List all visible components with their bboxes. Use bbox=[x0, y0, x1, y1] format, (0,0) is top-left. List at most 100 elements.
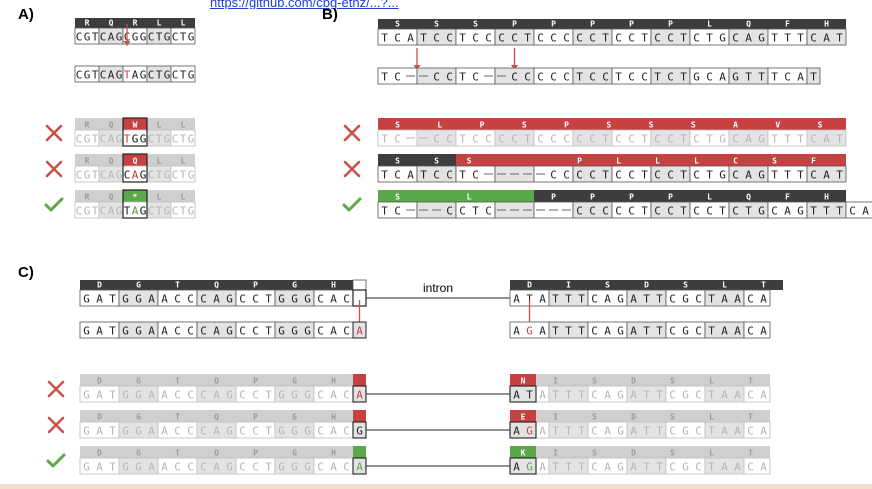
base-letter: C bbox=[591, 389, 598, 402]
base-letter: C bbox=[394, 205, 401, 218]
base-letter: T bbox=[719, 205, 726, 218]
amino-acid-label: E bbox=[521, 413, 526, 422]
base-letter: A bbox=[539, 293, 546, 306]
base-letter: T bbox=[265, 425, 272, 438]
panel-label-a: A) bbox=[18, 6, 34, 23]
amino-acid-cell bbox=[378, 19, 417, 29]
amino-acid-label: P bbox=[512, 20, 517, 29]
bottom-strip bbox=[0, 484, 872, 489]
base-letter: C bbox=[394, 32, 401, 45]
amino-acid-label: T bbox=[175, 413, 180, 422]
base-letter: G bbox=[356, 425, 363, 438]
intron-label: intron bbox=[423, 281, 453, 295]
base-letter: A bbox=[539, 425, 546, 438]
amino-acid-cell bbox=[119, 374, 158, 386]
base-letter: A bbox=[108, 205, 115, 218]
amino-acid-cell bbox=[75, 190, 99, 202]
amino-acid-label: S bbox=[670, 413, 675, 422]
base-letter: C bbox=[239, 389, 246, 402]
amino-acid-label: S bbox=[395, 20, 400, 29]
base-letter: C bbox=[511, 32, 518, 45]
base-letter: A bbox=[630, 389, 637, 402]
base-letter: C bbox=[446, 169, 453, 182]
base-letter: C bbox=[576, 133, 583, 146]
amino-acid-label: S bbox=[395, 157, 400, 166]
amino-acid-label: P bbox=[590, 20, 595, 29]
amino-acid-cell bbox=[666, 280, 705, 290]
base-letter: C bbox=[394, 169, 401, 182]
base-letter: G bbox=[617, 293, 624, 306]
base-letter: T bbox=[797, 32, 804, 45]
base-letter: G bbox=[122, 325, 129, 338]
base-letter: T bbox=[680, 205, 687, 218]
base-letter: A bbox=[630, 293, 637, 306]
amino-acid-cell bbox=[314, 280, 353, 290]
base-letter: A bbox=[823, 169, 830, 182]
base-letter: T bbox=[552, 325, 559, 338]
base-letter: C bbox=[732, 32, 739, 45]
amino-acid-label: P bbox=[551, 193, 556, 202]
base-letter: C bbox=[148, 69, 155, 82]
base-letter: C bbox=[100, 69, 107, 82]
amino-acid-label: F bbox=[785, 20, 790, 29]
base-letter: G bbox=[116, 205, 123, 218]
base-letter: T bbox=[92, 69, 99, 82]
base-letter: T bbox=[92, 133, 99, 146]
amino-acid-cell bbox=[236, 410, 275, 422]
base-letter: C bbox=[615, 133, 622, 146]
base-letter: A bbox=[161, 389, 168, 402]
amino-acid-label: I bbox=[553, 377, 558, 386]
amino-acid-label: Q bbox=[133, 157, 138, 166]
amino-acid-label: L bbox=[722, 281, 727, 290]
base-letter: G bbox=[682, 461, 689, 474]
base-letter: C bbox=[472, 32, 479, 45]
base-letter: C bbox=[172, 169, 179, 182]
base-letter: A bbox=[161, 425, 168, 438]
amino-acid-cell bbox=[353, 410, 366, 422]
base-letter: A bbox=[148, 461, 155, 474]
base-letter: G bbox=[226, 293, 233, 306]
amino-acid-cell bbox=[275, 280, 314, 290]
base-letter: T bbox=[578, 389, 585, 402]
base-letter: A bbox=[630, 325, 637, 338]
amino-acid-cell bbox=[417, 19, 456, 29]
amino-acid-label: P bbox=[590, 193, 595, 202]
amino-acid-cell bbox=[705, 280, 744, 290]
base-letter: C bbox=[172, 31, 179, 44]
base-letter: G bbox=[526, 325, 533, 338]
figure-link[interactable]: https://github.com/cbg-ethz/...?... bbox=[210, 0, 399, 9]
base-letter: G bbox=[116, 69, 123, 82]
base-letter: G bbox=[693, 71, 700, 84]
base-letter: G bbox=[758, 32, 765, 45]
base-letter: C bbox=[550, 32, 557, 45]
base-letter: T bbox=[578, 325, 585, 338]
amino-acid-label: D bbox=[527, 281, 532, 290]
amino-acid-label: S bbox=[605, 281, 610, 290]
amino-acid-label: L bbox=[709, 377, 714, 386]
amino-acid-cell bbox=[147, 190, 171, 202]
base-letter: G bbox=[140, 205, 147, 218]
base-letter: G bbox=[304, 389, 311, 402]
base-letter: G bbox=[132, 133, 139, 146]
base-letter: C bbox=[695, 293, 702, 306]
amino-acid-label: S bbox=[592, 449, 597, 458]
base-letter: C bbox=[615, 205, 622, 218]
amino-acid-label: L bbox=[181, 193, 186, 202]
amino-acid-label: L bbox=[437, 121, 442, 130]
base-letter: C bbox=[628, 169, 635, 182]
base-letter: T bbox=[797, 133, 804, 146]
amino-acid-cell bbox=[75, 118, 99, 130]
cross-icon bbox=[47, 416, 65, 434]
amino-acid-cell bbox=[352, 279, 367, 291]
base-letter: G bbox=[188, 205, 195, 218]
base-letter: G bbox=[132, 133, 139, 146]
base-letter: A bbox=[604, 293, 611, 306]
base-letter: A bbox=[356, 389, 363, 402]
amino-acid-label: P bbox=[668, 193, 673, 202]
base-letter: A bbox=[330, 293, 337, 306]
amino-acid-label: S bbox=[522, 121, 527, 130]
highlight-codon-box bbox=[122, 189, 148, 219]
base-letter: C bbox=[100, 133, 107, 146]
splice-base-box bbox=[352, 321, 367, 339]
base-letter: T bbox=[602, 32, 609, 45]
